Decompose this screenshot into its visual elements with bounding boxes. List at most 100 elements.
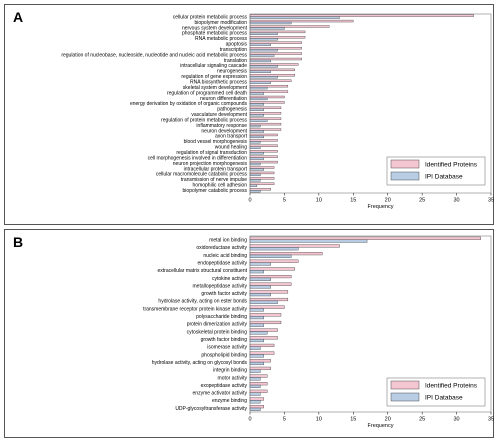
chart-b-category-label: motor activity: [218, 375, 248, 381]
chart-a-bar-ipi-23: [249, 141, 261, 144]
chart-a-bar-ipi-22: [249, 135, 264, 139]
chart-b-bar-ipi-11: [249, 323, 264, 327]
chart-a-x-axis-title: Frequency: [368, 204, 394, 210]
chart-b-bar-ipi-6: [249, 285, 271, 289]
chart-a-bar-ipi-27: [249, 162, 261, 166]
chart-a-bar-identified-10: [249, 68, 295, 72]
chart-a-bar-identified-18: [249, 112, 282, 115]
chart-b-x-tick-label: 15: [350, 417, 356, 423]
chart-a-category-label: phosphate metabolic process: [182, 31, 248, 37]
chart-a-legend-label-identified: Identified Proteins: [425, 162, 478, 169]
chart-b-bar-ipi-22: [249, 407, 261, 411]
chart-b-bar-identified-18: [249, 374, 268, 378]
chart-a-category-label: RNA biosynthetic process: [190, 80, 247, 86]
chart-b-bar-ipi-10: [249, 316, 264, 320]
chart-a-bar-identified-26: [249, 155, 278, 158]
chart-a-category-label: intracellular protein transport: [184, 166, 248, 172]
chart-a-bar-identified-30: [249, 177, 275, 180]
chart-b-category-label: protein dimerization activity: [187, 322, 248, 328]
chart-a-category-label: neuron differentiation: [200, 96, 247, 102]
chart-a-bar-ipi-9: [249, 65, 278, 68]
chart-b-bar-identified-0: [249, 236, 481, 240]
chart-b-category-label: extracellular matrix structural constitu…: [158, 268, 248, 274]
chart-b-legend-swatch-ipi: [390, 392, 420, 402]
chart-a-bar-identified-20: [249, 122, 282, 126]
chart-a-category-label: intracellular signaling cascade: [180, 63, 247, 69]
chart-b-legend-label-identified: Identified Proteins: [425, 383, 478, 390]
chart-a-bar-ipi-15: [249, 97, 268, 101]
chart-b-bar-identified-10: [249, 313, 282, 317]
chart-b-category-label: growth factor binding: [201, 337, 248, 343]
chart-b-legend-label-ipi: IPI Database: [425, 395, 463, 402]
chart-b-x-tick-label: 35: [488, 417, 494, 423]
chart-b-bar-identified-20: [249, 389, 268, 393]
chart-a-bar-ipi-2: [249, 27, 285, 30]
chart-b-legend-swatch-identified: [390, 380, 420, 390]
chart-a-bar-identified-29: [249, 171, 275, 175]
chart-a-category-label: neuron projection morphogenesis: [173, 161, 248, 167]
chart-b-bar-ipi-9: [249, 308, 264, 312]
chart-a-category-label: translation: [224, 58, 247, 64]
chart-a-category-label: regulation of signal transduction: [176, 150, 247, 156]
chart-a-category-label: regulation of gene expression: [181, 74, 247, 80]
chart-a-category-label: RNA metabolic process: [195, 36, 247, 42]
chart-b-bar-ipi-20: [249, 392, 261, 396]
chart-a-category-label: regulation of nucleobase, nucleoside, nu…: [61, 52, 247, 58]
chart-a-bar-ipi-24: [249, 146, 261, 149]
chart-a-category-label: regulation of programmed cell death: [167, 90, 247, 96]
chart-a-x-tick-label: 25: [419, 198, 425, 204]
chart-a-bar-ipi-31: [249, 184, 258, 187]
chart-b-bar-ipi-18: [249, 377, 261, 381]
chart-a-bar-ipi-29: [249, 173, 261, 177]
panel-b: B metal ion binding oxidoreductase activi…: [4, 229, 494, 438]
chart-b-legend-box: [386, 377, 486, 407]
chart-a-legend-swatch-identified: [390, 159, 420, 169]
chart-a-category-label: neurogenesis: [217, 69, 248, 75]
chart-b-bar-ipi-21: [249, 400, 261, 404]
chart-b-bar-identified-5: [249, 275, 292, 279]
chart-a-bar-identified-7: [249, 52, 302, 55]
chart-a-x-tick-label: 35: [488, 198, 494, 204]
chart-a-bar-identified-21: [249, 128, 282, 131]
chart-a-legend-label-ipi: IPI Database: [425, 174, 463, 181]
chart-a-bar-identified-12: [249, 79, 292, 82]
chart-a-bar-identified-28: [249, 166, 275, 169]
chart-b-bar-identified-9: [249, 305, 285, 309]
chart-b-category-label: transmembrane receptor protein kinase ac…: [143, 306, 247, 312]
chart-b-x-tick-label: 30: [454, 417, 460, 423]
chart-a-bar-ipi-17: [249, 108, 264, 111]
chart-a-bar-ipi-13: [249, 86, 268, 90]
chart-a-x-tick-label: 30: [454, 198, 460, 204]
chart-a-category-label: transcription: [220, 47, 247, 53]
chart-a-bar-ipi-18: [249, 114, 264, 117]
chart-a-category-label: biopolymer modification: [194, 20, 247, 26]
chart-b-x-tick-label: 25: [419, 417, 425, 423]
chart-b-bar-identified-7: [249, 290, 289, 294]
chart-a-x-tick-label: 0: [248, 198, 251, 204]
panel-a-letter: A: [13, 9, 24, 25]
chart-a-bar-identified-23: [249, 139, 278, 142]
chart-b-bar-identified-19: [249, 382, 268, 386]
chart-a-category-label: cell morphogenesis involved in different…: [148, 155, 248, 161]
chart-b-category-label: cytoskeletal protein binding: [187, 329, 248, 335]
chart-b-category-label: integrin binding: [213, 368, 247, 374]
chart-a-bar-identified-8: [249, 57, 302, 61]
chart-a-bar-identified-32: [249, 188, 271, 191]
chart-b-bar-ipi-13: [249, 338, 264, 343]
chart-b-bar-identified-6: [249, 282, 292, 286]
chart-b-x-tick-label: 20: [385, 417, 391, 423]
chart-a-bar-ipi-0: [249, 16, 340, 19]
chart-b-x-tick-label: 5: [283, 417, 286, 423]
chart-b-bar-ipi-0: [249, 239, 368, 243]
chart-a-bar-ipi-21: [249, 130, 264, 133]
chart-a-category-label: blood vessel morphogenesis: [184, 139, 248, 145]
chart-a-bar-identified-31: [249, 182, 275, 185]
chart-a-bar-ipi-26: [249, 157, 264, 160]
chart-a-bar-identified-11: [249, 74, 295, 77]
chart-b-bar-ipi-17: [249, 369, 261, 373]
chart-b-bar-identified-15: [249, 351, 275, 355]
chart-b-bar-ipi-4: [249, 270, 264, 274]
chart-a-bar-identified-4: [249, 36, 306, 39]
chart-a-bar-identified-15: [249, 95, 285, 99]
